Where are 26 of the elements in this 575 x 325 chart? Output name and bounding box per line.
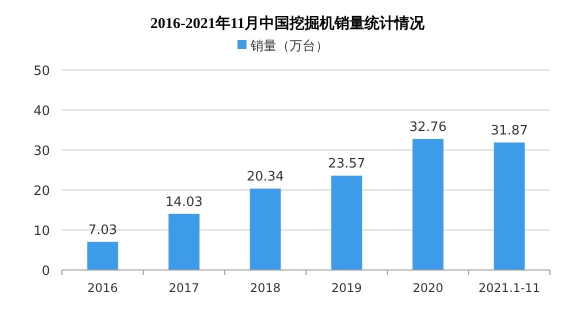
x-tick-label: 2018 (250, 281, 281, 295)
bar (168, 214, 200, 270)
data-label: 7.03 (88, 222, 118, 238)
x-tick-label: 2020 (412, 281, 444, 295)
y-tick-label: 20 (33, 184, 50, 199)
x-tick-label: 2019 (331, 281, 362, 295)
y-tick-label: 0 (42, 264, 50, 279)
x-tick-label: 2021.1-11 (478, 281, 540, 295)
data-label: 14.03 (165, 194, 203, 210)
y-tick-label: 30 (33, 144, 50, 159)
data-label: 32.76 (409, 120, 447, 135)
y-tick-label: 50 (33, 64, 50, 79)
y-tick-label: 40 (33, 104, 50, 119)
chart-title: 2016-2021年11月中国挖掘机销量统计情况 (150, 15, 426, 32)
data-label: 20.34 (246, 170, 284, 185)
data-label: 31.87 (490, 124, 528, 139)
x-tick-label: 2016 (87, 281, 118, 295)
bar (494, 142, 525, 270)
data-label: 23.57 (328, 156, 366, 172)
bar (250, 188, 281, 270)
y-tick-label: 10 (33, 224, 50, 239)
bar (87, 242, 118, 270)
bar (331, 176, 362, 270)
x-tick-label: 2017 (168, 281, 200, 295)
bar (412, 138, 444, 270)
legend-label: 销量（万台） (250, 39, 328, 54)
